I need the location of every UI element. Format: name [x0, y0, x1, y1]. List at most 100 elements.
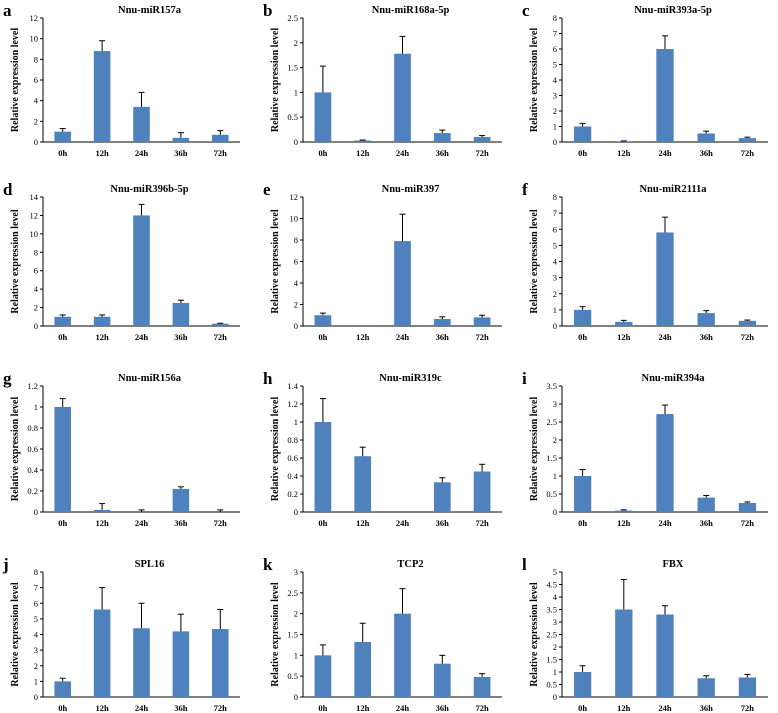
x-tick-label: 24h: [658, 148, 672, 158]
panel-letter: d: [3, 180, 13, 199]
x-tick-label: 0h: [58, 332, 67, 342]
x-tick-label: 0h: [578, 332, 587, 342]
bar-12h: [93, 316, 111, 326]
panel-letter: h: [263, 369, 273, 388]
y-tick-label: 8: [294, 235, 298, 245]
bar-72h: [738, 138, 757, 142]
chart-title: Nnu-miR396b-5p: [110, 184, 188, 195]
x-tick-label: 0h: [58, 148, 67, 158]
y-tick-label: 1.5: [287, 630, 298, 640]
x-tick-label: 36h: [436, 148, 450, 158]
bar-24h: [656, 49, 674, 142]
x-tick-label: 12h: [617, 148, 631, 158]
panel-letter: e: [263, 180, 271, 199]
bar-12h: [615, 141, 633, 142]
x-tick-label: 36h: [700, 148, 714, 158]
y-axis-label: Relative expression level: [270, 397, 281, 501]
y-axis-label: Relative expression level: [270, 28, 281, 132]
x-tick-label: 24h: [135, 148, 149, 158]
chart-title: Nnu-miR157a: [118, 5, 182, 16]
bar-12h: [93, 509, 111, 512]
chart-title: SPL16: [135, 559, 165, 570]
x-tick-label: 0h: [578, 703, 587, 713]
x-tick-label: 36h: [436, 703, 450, 713]
y-axis-label: Relative expression level: [10, 209, 21, 313]
y-tick-label: 3: [294, 567, 298, 577]
x-tick-label: 36h: [174, 703, 188, 713]
x-tick-label: 0h: [318, 703, 327, 713]
panel-letter: k: [263, 555, 273, 574]
y-tick-label: 0: [294, 321, 298, 331]
bar-12h: [354, 140, 372, 142]
y-tick-label: 6: [294, 257, 298, 267]
panel-letter: b: [263, 1, 272, 20]
bar-72h: [212, 629, 229, 697]
x-tick-label: 36h: [436, 518, 450, 528]
y-tick-label: 0.4: [287, 471, 298, 481]
x-tick-label: 12h: [95, 703, 109, 713]
panel-letter: g: [3, 369, 12, 388]
x-tick-label: 24h: [658, 703, 672, 713]
panel-c: c Nnu-miR393a-5p Relative expression level…: [522, 1, 768, 158]
y-tick-label: 0: [34, 692, 38, 702]
y-tick-label: 3: [34, 645, 38, 655]
x-tick-label: 36h: [174, 518, 188, 528]
y-tick-label: 4: [34, 96, 39, 106]
y-tick-label: 0.8: [27, 423, 38, 433]
chart-title: Nnu-miR2111a: [639, 184, 707, 195]
y-tick-label: 0: [294, 507, 298, 517]
y-tick-label: 2.5: [287, 13, 298, 23]
y-tick-label: 1: [34, 402, 38, 412]
y-axis-label: Relative expression level: [529, 582, 540, 686]
x-tick-label: 72h: [475, 703, 489, 713]
bar-36h: [433, 482, 451, 512]
bar-36h: [172, 488, 190, 512]
y-tick-label: 4: [553, 75, 558, 85]
bar-0h: [314, 422, 332, 512]
y-tick-label: 0.8: [287, 435, 298, 445]
x-tick-label: 24h: [396, 518, 410, 528]
bar-12h: [615, 321, 633, 326]
bar-36h: [697, 497, 715, 512]
bar-12h: [615, 609, 633, 697]
y-tick-label: 1: [553, 305, 557, 315]
y-tick-label: 2.5: [546, 417, 557, 427]
y-tick-label: 0: [553, 137, 557, 147]
bar-72h: [473, 677, 491, 697]
bar-24h: [133, 215, 150, 326]
x-tick-label: 24h: [135, 518, 149, 528]
x-tick-label: 12h: [95, 148, 109, 158]
bar-72h: [473, 317, 491, 326]
y-tick-label: 2: [294, 38, 298, 48]
x-tick-label: 72h: [741, 703, 755, 713]
y-tick-label: 0: [34, 321, 38, 331]
x-tick-label: 24h: [396, 332, 410, 342]
x-tick-label: 36h: [700, 518, 714, 528]
y-tick-label: 12: [30, 210, 39, 220]
y-tick-label: 0: [553, 321, 557, 331]
bar-36h: [172, 137, 190, 142]
y-tick-label: 0: [34, 507, 38, 517]
y-tick-label: 6: [34, 598, 38, 608]
y-tick-label: 0: [294, 137, 298, 147]
bar-0h: [314, 92, 332, 142]
y-tick-label: 1.4: [287, 381, 298, 391]
y-tick-label: 2: [294, 609, 298, 619]
y-axis-label: Relative expression level: [529, 209, 540, 313]
bar-36h: [172, 631, 190, 697]
bar-12h: [93, 51, 111, 142]
y-tick-label: 3: [553, 273, 557, 283]
bar-0h: [54, 316, 71, 326]
chart-title: Nnu-miR156a: [118, 373, 182, 384]
y-tick-label: 12: [290, 192, 299, 202]
panel-k: k TCP2 Relative expression level 0 0.5 1 1.5 2 2…: [263, 555, 502, 713]
y-tick-label: 7: [553, 208, 557, 218]
panel-letter: i: [522, 369, 527, 388]
panel-letter: j: [2, 555, 9, 574]
x-tick-label: 0h: [318, 148, 327, 158]
y-axis-label: Relative expression level: [10, 582, 21, 686]
x-tick-label: 36h: [700, 703, 714, 713]
x-tick-label: 12h: [617, 332, 631, 342]
y-tick-label: 12: [30, 13, 39, 23]
bar-12h: [354, 642, 372, 697]
